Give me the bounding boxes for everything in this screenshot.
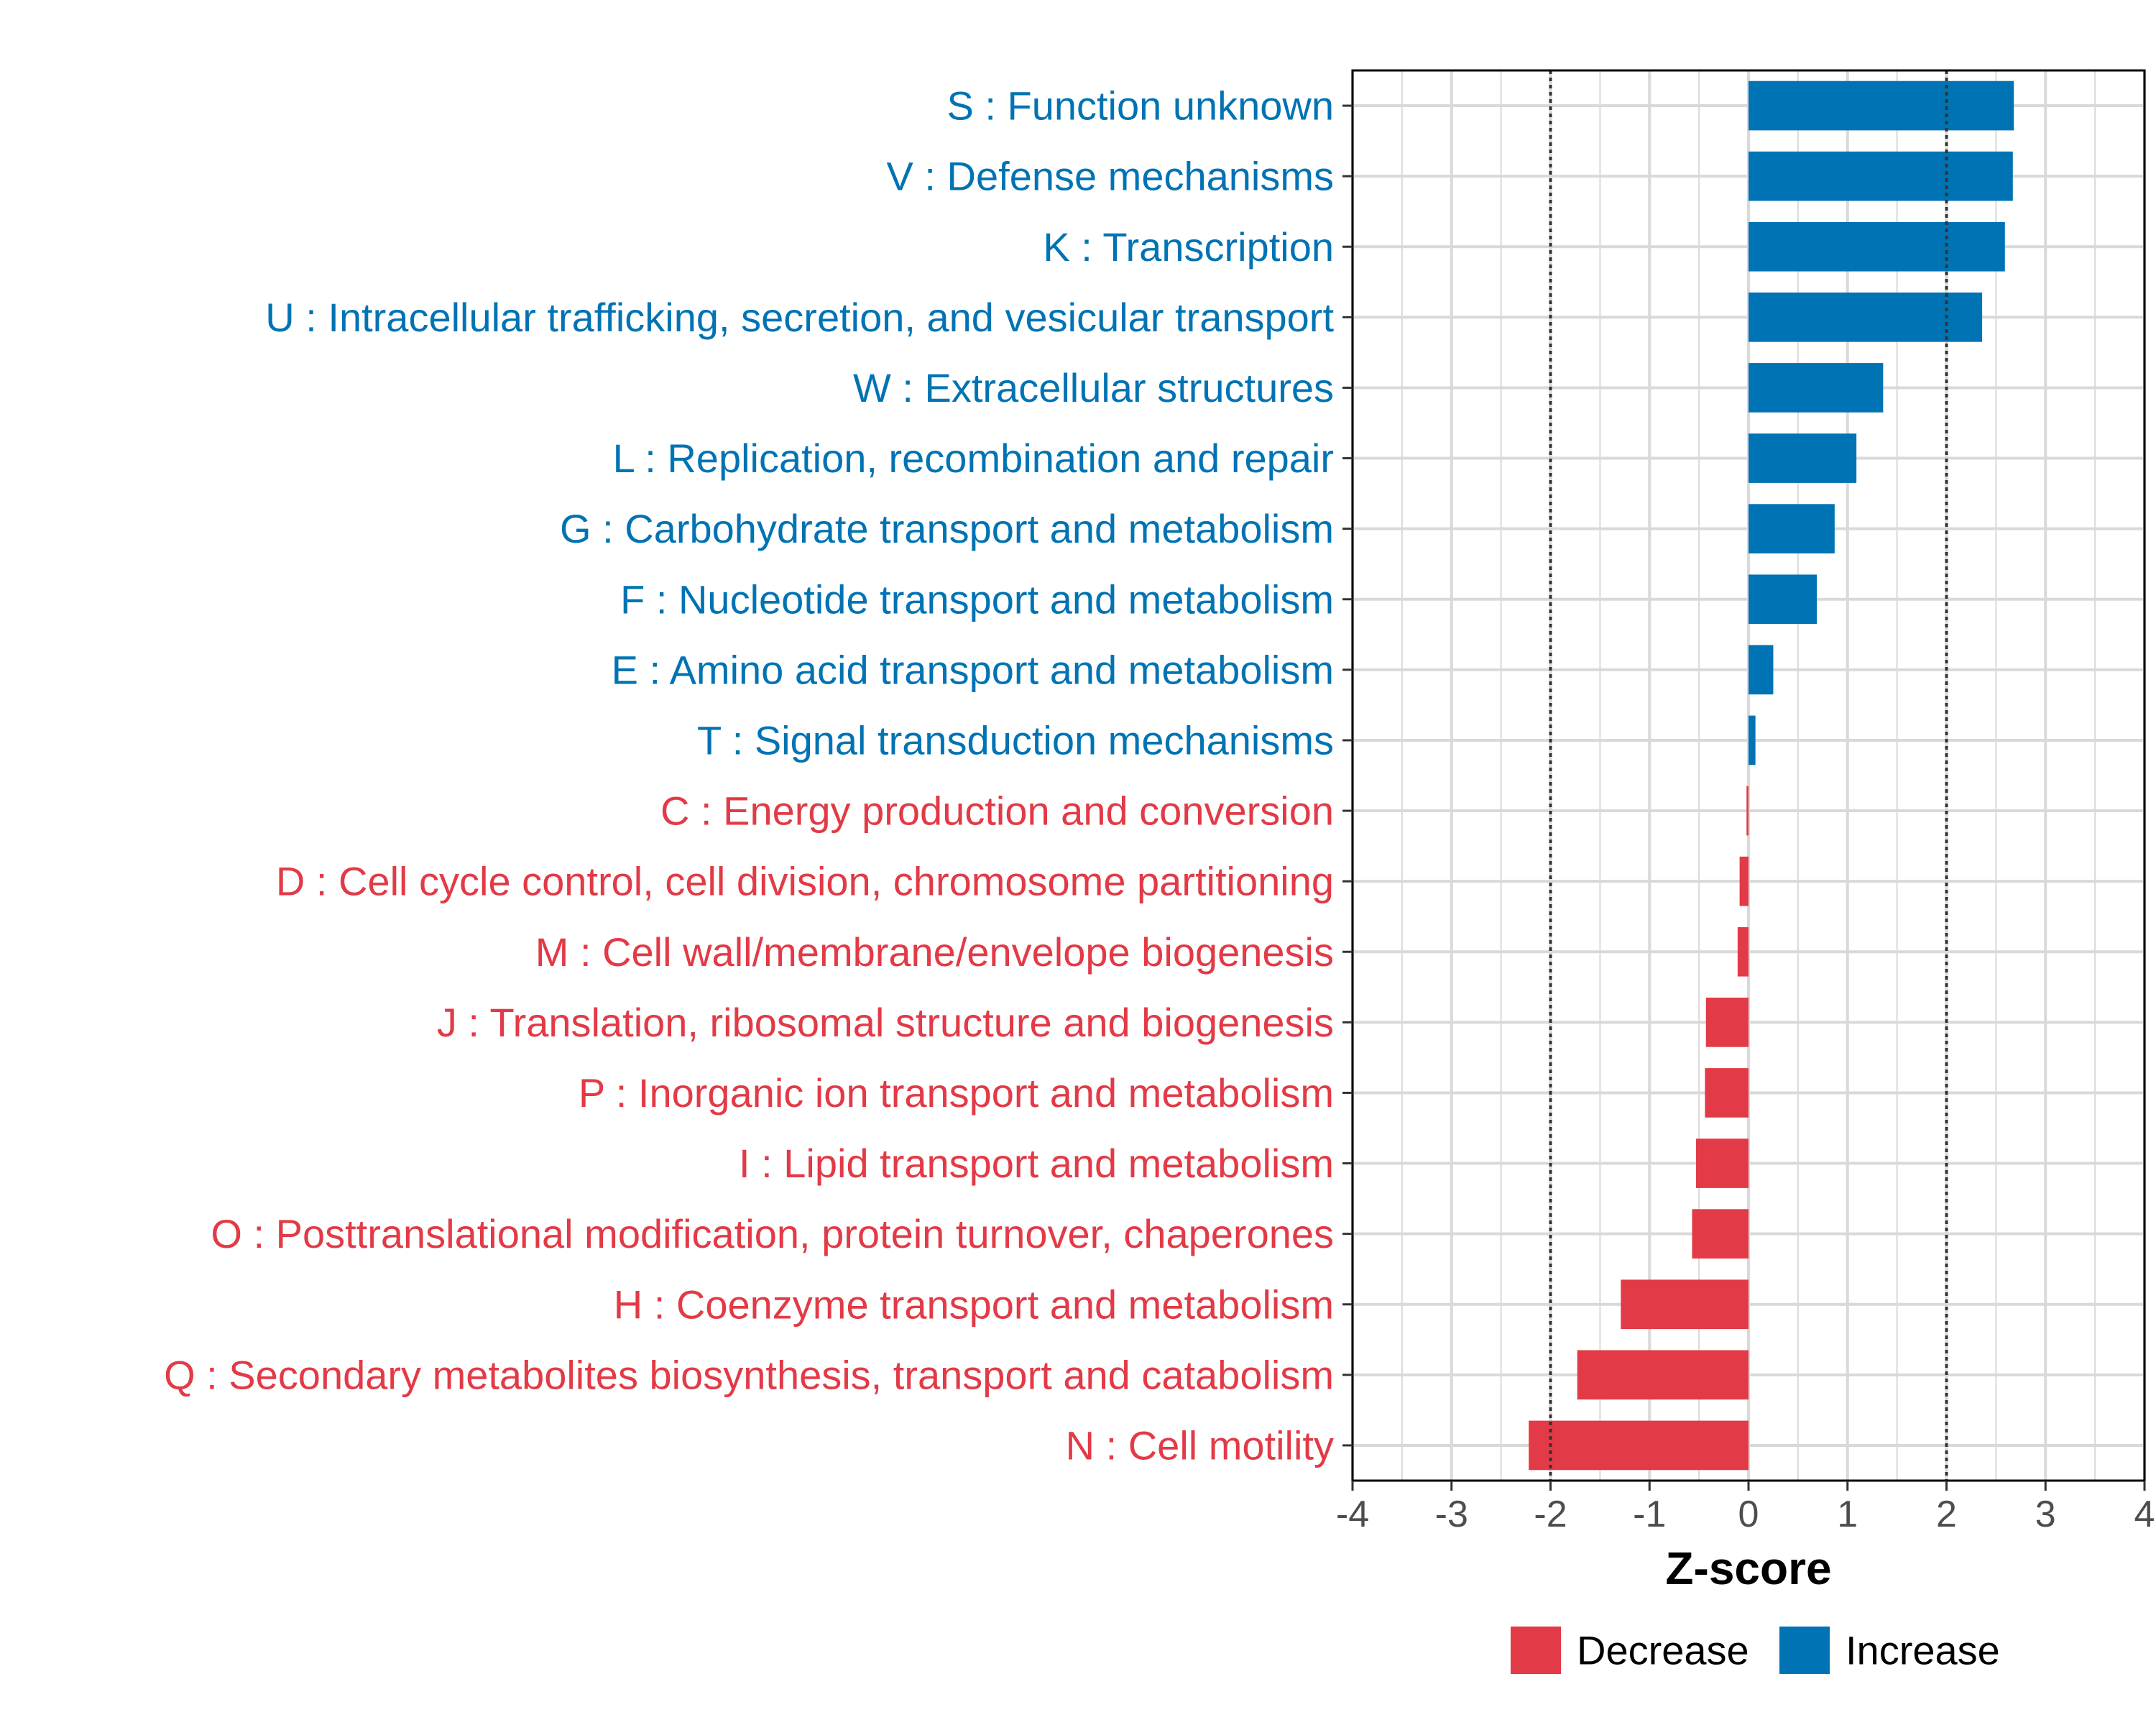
x-tick-label: -2 <box>1534 1494 1567 1535</box>
category-label: J : Translation, ribosomal structure and… <box>437 1000 1334 1045</box>
bar <box>1529 1420 1749 1471</box>
category-label: I : Lipid transport and metabolism <box>739 1141 1334 1186</box>
grid-layer <box>1351 70 2146 1481</box>
x-axis-title: Z-score <box>1665 1542 1831 1594</box>
bar <box>1749 363 1884 413</box>
bar <box>1746 786 1749 836</box>
category-label: S : Function unknown <box>946 83 1334 129</box>
category-label: F : Nucleotide transport and metabolism <box>620 576 1334 622</box>
bar <box>1695 1138 1749 1188</box>
category-label: P : Inorganic ion transport and metaboli… <box>579 1070 1334 1116</box>
x-tick-label: 2 <box>1936 1494 1957 1535</box>
category-label: O : Posttranslational modification, prot… <box>211 1211 1334 1256</box>
x-tick-label: -3 <box>1435 1494 1468 1535</box>
bar <box>1577 1350 1749 1400</box>
x-tick-label: 0 <box>1738 1494 1759 1535</box>
bar <box>1749 80 2014 131</box>
category-label: M : Cell wall/membrane/envelope biogenes… <box>535 929 1334 975</box>
x-tick-label: 4 <box>2134 1494 2155 1535</box>
legend-label-decrease: Decrease <box>1577 1628 1749 1673</box>
category-label: U : Intracellular trafficking, secretion… <box>265 295 1334 340</box>
bar <box>1749 645 1774 695</box>
legend-swatch-increase <box>1779 1627 1830 1674</box>
bar <box>1621 1279 1749 1330</box>
x-axis-ticks: -4 -3 -2 -1 0 1 2 3 4 <box>1336 1481 2155 1535</box>
x-tick-label: -1 <box>1633 1494 1666 1535</box>
category-label: W : Extracellular structures <box>853 365 1334 410</box>
category-label: G : Carbohydrate transport and metabolis… <box>560 506 1334 551</box>
legend: Decrease Increase <box>1511 1627 2000 1674</box>
bar <box>1705 998 1749 1047</box>
x-tick-label: -4 <box>1336 1494 1369 1535</box>
category-label: C : Energy production and conversion <box>660 788 1334 834</box>
category-label: T : Signal transduction mechanisms <box>697 717 1334 763</box>
category-label: V : Defense mechanisms <box>887 154 1334 199</box>
x-tick-label: 3 <box>2035 1494 2056 1535</box>
bar <box>1705 1068 1749 1118</box>
bar <box>1749 221 2005 272</box>
category-label: E : Amino acid transport and metabolism <box>612 647 1334 692</box>
bar <box>1749 574 1818 625</box>
bar <box>1749 293 1983 342</box>
x-tick-label: 1 <box>1837 1494 1858 1535</box>
category-label: H : Coenzyme transport and metabolism <box>614 1282 1334 1327</box>
legend-swatch-decrease <box>1511 1627 1561 1674</box>
bar <box>1749 715 1756 765</box>
category-label: L : Replication, recombination and repai… <box>613 436 1334 481</box>
bar <box>1749 151 2013 201</box>
category-label: D : Cell cycle control, cell division, c… <box>276 859 1334 904</box>
category-label: Q : Secondary metabolites biosynthesis, … <box>164 1352 1334 1397</box>
bar <box>1692 1209 1749 1259</box>
bar <box>1749 504 1835 553</box>
legend-label-increase: Increase <box>1846 1628 2000 1673</box>
bar-layer <box>1529 80 2014 1471</box>
bar <box>1737 926 1749 977</box>
reference-lines <box>1549 70 1948 1481</box>
bar <box>1739 856 1749 906</box>
category-label: K : Transcription <box>1043 224 1334 270</box>
y-axis-ticks: S : Function unknown V : Defense mechanis… <box>164 83 1353 1468</box>
category-label: N : Cell motility <box>1066 1422 1334 1468</box>
bar <box>1749 433 1857 483</box>
